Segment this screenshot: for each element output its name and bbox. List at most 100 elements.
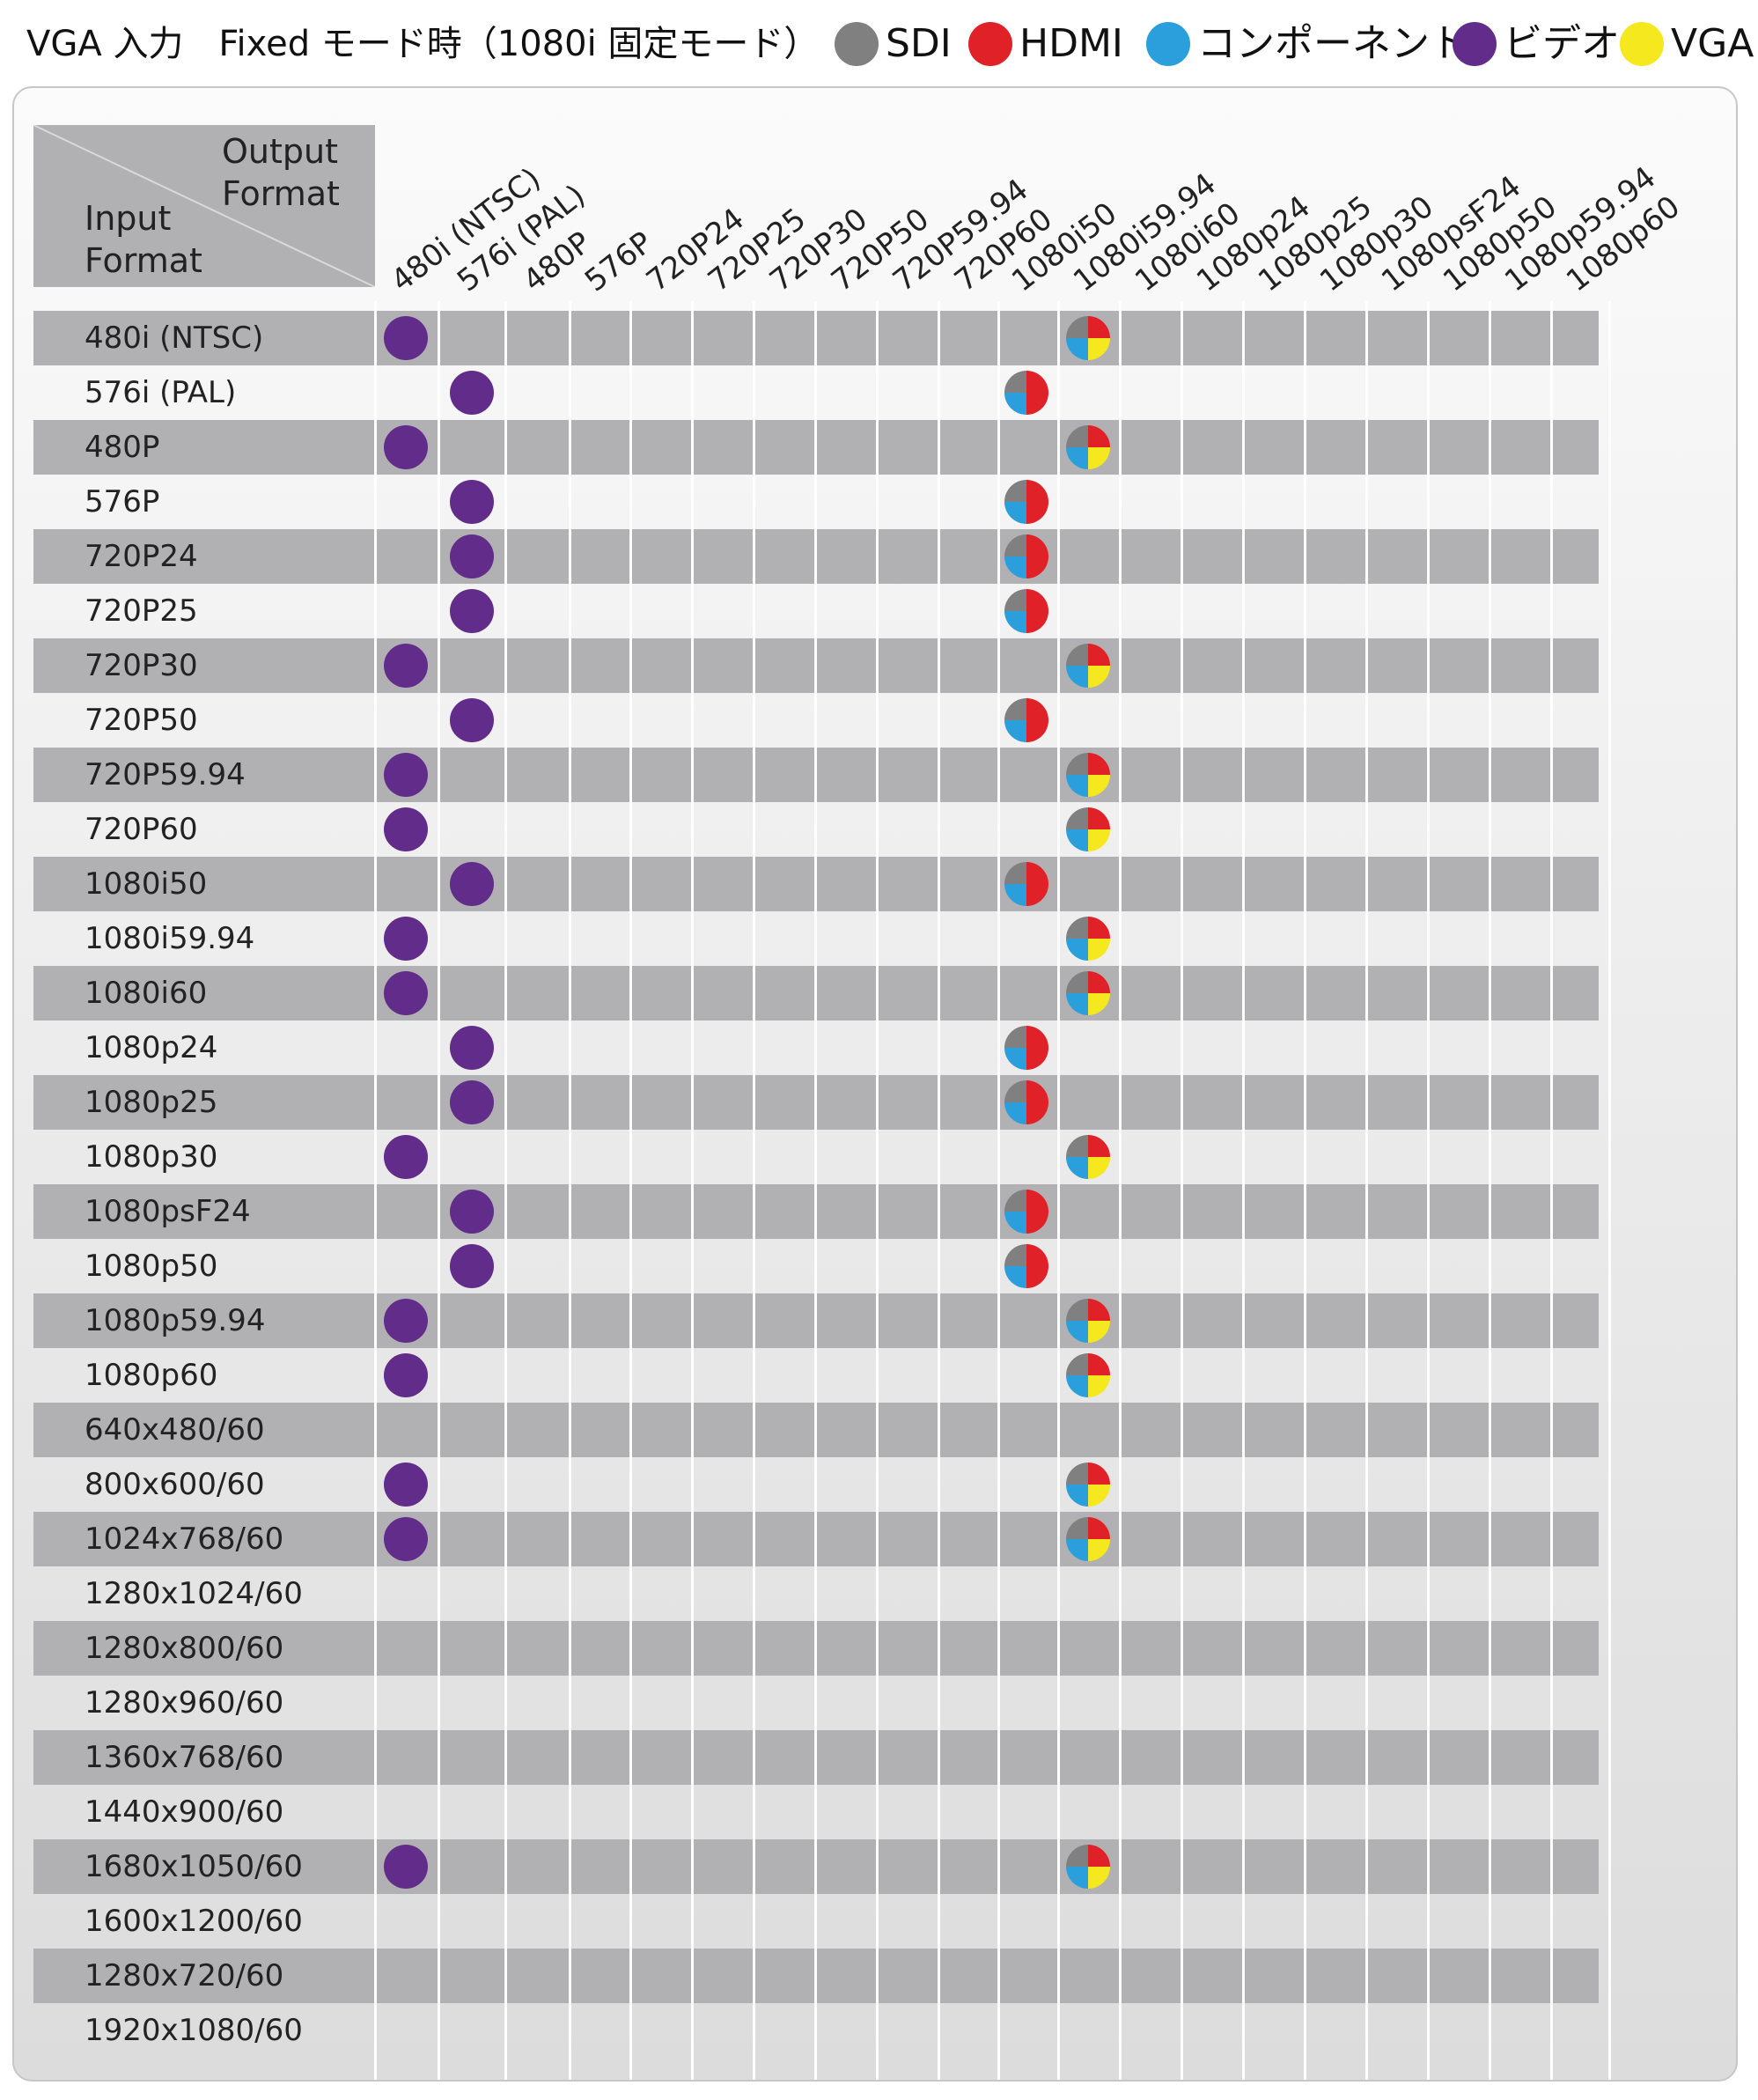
video-purple-dot-icon (384, 425, 428, 469)
sdi-hdmi-component-dot-icon (1004, 480, 1048, 524)
column-divider (1304, 301, 1306, 2080)
input-format-label: 720P25 (85, 593, 198, 629)
input-format-label: 1920x1080/60 (85, 2013, 303, 2048)
input-format-label: 576i (PAL) (85, 375, 237, 410)
video-purple-dot-icon (384, 971, 428, 1015)
sdi-hdmi-component-vga-dot-icon (1066, 316, 1110, 360)
column-divider (1057, 301, 1060, 2080)
sdi-hdmi-component-vga-dot-icon (1066, 1517, 1110, 1561)
input-format-label: 1680x1050/60 (85, 1849, 303, 1884)
column-divider (629, 301, 632, 2080)
legend-label: ビデオ (1504, 21, 1620, 66)
column-divider (938, 301, 940, 2080)
header-corner-cell: Output Format Input Format (33, 125, 375, 287)
video-purple-dot-icon (450, 698, 494, 742)
input-format-label: 1600x1200/60 (85, 1904, 303, 1939)
input-format-label: 1080p60 (85, 1358, 218, 1393)
sdi-hdmi-component-dot-icon (1004, 589, 1048, 633)
sdi-hdmi-component-dot-icon (1004, 534, 1048, 578)
video-purple-dot-icon (450, 1026, 494, 1070)
title-bar: VGA 入力 Fixed モード時（1080i 固定モード） SDI HDMI コン… (0, 0, 1758, 88)
video-purple-dot-icon (450, 862, 494, 906)
video-purple-dot-icon (450, 1244, 494, 1288)
video-purple-dot-icon (384, 316, 428, 360)
input-format-label: 1080i50 (85, 866, 208, 902)
video-purple-dot-icon (450, 1080, 494, 1124)
purple-dot-icon (1453, 22, 1497, 66)
legend-label: HDMI (1019, 21, 1123, 66)
column-divider (504, 301, 507, 2080)
sdi-hdmi-component-dot-icon (1004, 1244, 1048, 1288)
video-purple-dot-icon (384, 644, 428, 688)
video-purple-dot-icon (384, 807, 428, 851)
input-format-label: 1080p24 (85, 1030, 218, 1065)
gray-dot-icon (835, 22, 879, 66)
input-format-label: 1280x800/60 (85, 1631, 284, 1666)
legend-label: コンポーネント (1197, 21, 1468, 66)
input-format-label: 720P59.94 (85, 757, 246, 792)
input-format-label: 1080i60 (85, 976, 208, 1011)
legend-item-ビデオ: ビデオ (1453, 18, 1620, 70)
input-format-label: 720P30 (85, 648, 198, 683)
column-divider (1489, 301, 1491, 2080)
input-format-label: 720P50 (85, 703, 198, 738)
red-dot-icon (968, 22, 1012, 66)
legend-label: VGA (1671, 21, 1754, 66)
legend-label: SDI (886, 21, 952, 66)
column-divider (1427, 301, 1430, 2080)
sdi-hdmi-component-vga-dot-icon (1066, 1845, 1110, 1889)
page-title: VGA 入力 Fixed モード時（1080i 固定モード） (26, 24, 820, 64)
input-format-label: 576P (85, 484, 160, 519)
column-divider (1242, 301, 1245, 2080)
video-purple-dot-icon (384, 1845, 428, 1889)
input-format-label: 1080p59.94 (85, 1303, 266, 1338)
input-format-label: 720P24 (85, 539, 198, 574)
video-purple-dot-icon (450, 589, 494, 633)
sdi-hdmi-component-vga-dot-icon (1066, 1353, 1110, 1397)
sdi-hdmi-component-dot-icon (1004, 698, 1048, 742)
column-divider (569, 301, 571, 2080)
input-format-label: 1080p25 (85, 1085, 218, 1120)
input-format-label: 1080p50 (85, 1249, 218, 1284)
output-format-label: 576P (578, 225, 659, 299)
sdi-hdmi-component-dot-icon (1004, 1080, 1048, 1124)
corner-diagonal-line (33, 125, 375, 287)
sdi-hdmi-component-vga-dot-icon (1066, 1463, 1110, 1507)
sdi-hdmi-component-dot-icon (1004, 1190, 1048, 1234)
sdi-hdmi-component-vga-dot-icon (1066, 644, 1110, 688)
input-format-label: 800x600/60 (85, 1467, 265, 1502)
video-purple-dot-icon (384, 1463, 428, 1507)
column-divider (1608, 301, 1611, 2080)
input-format-label: 1080i59.94 (85, 921, 255, 956)
sdi-hdmi-component-vga-dot-icon (1066, 425, 1110, 469)
column-divider (691, 301, 694, 2080)
input-format-heading: Input Format (85, 199, 202, 280)
video-purple-dot-icon (384, 1517, 428, 1561)
sdi-hdmi-component-vga-dot-icon (1066, 917, 1110, 961)
video-purple-dot-icon (450, 534, 494, 578)
video-purple-dot-icon (450, 1190, 494, 1234)
video-purple-dot-icon (384, 1135, 428, 1179)
input-format-label: 720P60 (85, 812, 198, 847)
sdi-hdmi-component-dot-icon (1004, 862, 1048, 906)
input-format-label: 480P (85, 430, 160, 465)
input-format-label: 640x480/60 (85, 1412, 265, 1448)
column-divider (1181, 301, 1183, 2080)
legend-item-vga: VGA (1620, 18, 1754, 70)
output-format-heading: Output Format (222, 132, 340, 213)
sdi-hdmi-component-dot-icon (1004, 371, 1048, 415)
video-purple-dot-icon (384, 753, 428, 797)
column-divider (1119, 301, 1122, 2080)
yellow-dot-icon (1620, 22, 1664, 66)
compatibility-matrix: Output Format Input Format 480i (NTSC) 57… (12, 86, 1738, 2082)
sdi-hdmi-component-vga-dot-icon (1066, 971, 1110, 1015)
video-purple-dot-icon (384, 1299, 428, 1343)
column-divider (374, 301, 377, 2080)
input-format-label: 480i (NTSC) (85, 321, 264, 356)
sdi-hdmi-component-dot-icon (1004, 1026, 1048, 1070)
sdi-hdmi-component-vga-dot-icon (1066, 1135, 1110, 1179)
input-format-label: 1080p30 (85, 1139, 218, 1175)
input-format-label: 1280x960/60 (85, 1685, 284, 1721)
input-format-label: 1360x768/60 (85, 1740, 284, 1775)
column-divider (997, 301, 1000, 2080)
